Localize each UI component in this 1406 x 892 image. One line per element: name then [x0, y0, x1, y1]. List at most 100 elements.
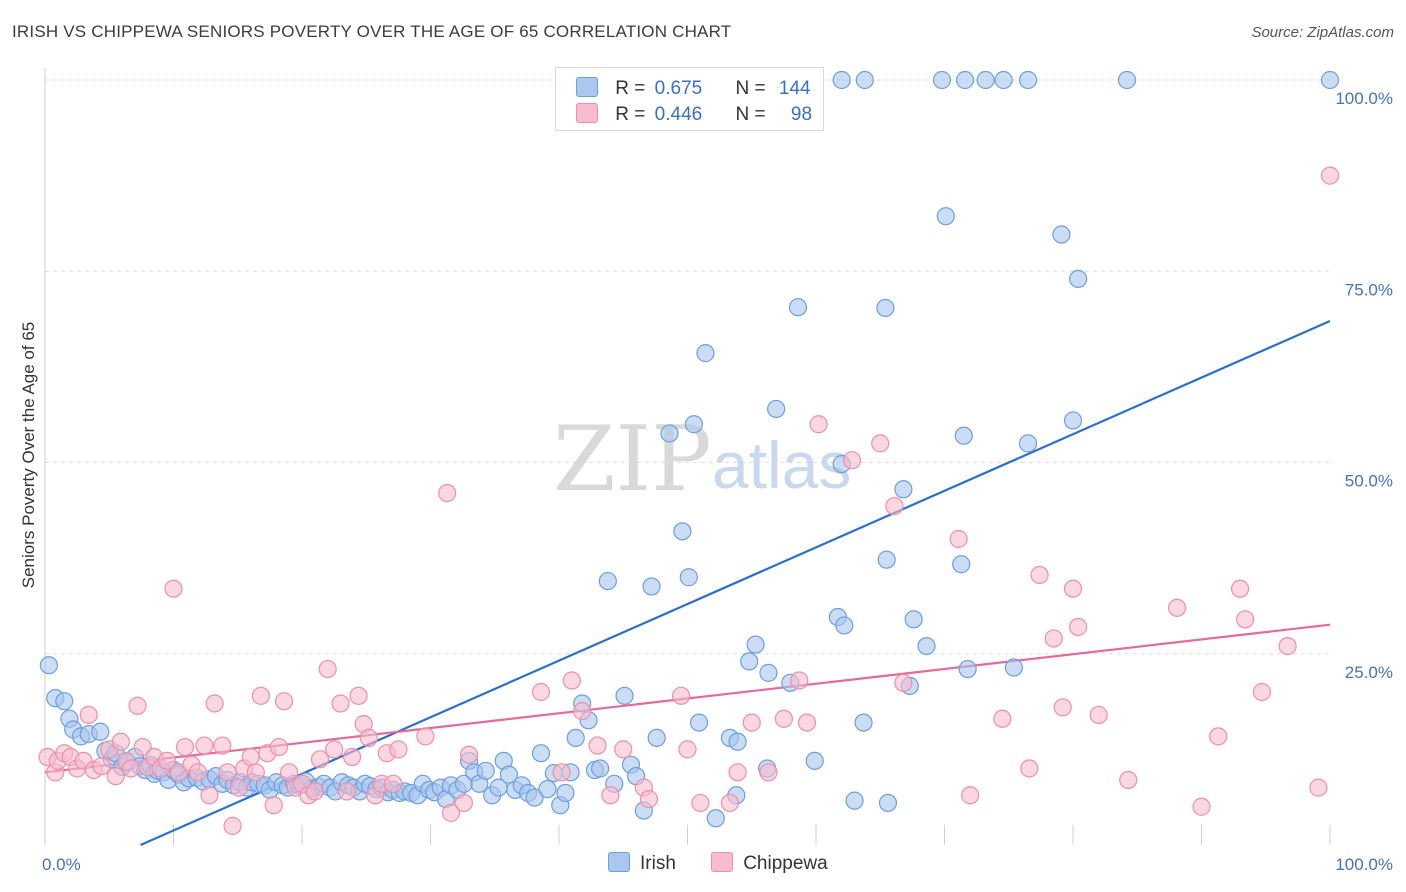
chippewa-point — [720, 793, 740, 813]
irish-point — [932, 70, 952, 90]
chippewa-point — [885, 497, 904, 516]
chippewa-point — [325, 740, 344, 759]
irish-point — [1052, 225, 1071, 244]
irish-n-value: 144 — [778, 78, 811, 99]
chippewa-point — [1309, 778, 1328, 797]
chippewa-point — [111, 732, 130, 751]
irish-swatch — [576, 77, 598, 97]
chippewa-point — [359, 728, 378, 748]
irish-point — [642, 577, 661, 596]
irish-point — [556, 783, 575, 803]
chippewa-point — [1063, 579, 1083, 598]
chippewa-point — [614, 740, 633, 759]
irish-point — [525, 788, 544, 807]
irish-point — [706, 809, 725, 828]
irish-point — [499, 765, 518, 784]
x-tick-label: 0.0% — [42, 855, 81, 874]
irish-point — [591, 759, 610, 778]
chippewa-point — [251, 686, 270, 705]
chippewa-point — [92, 757, 111, 776]
chippewa-point — [1278, 636, 1297, 656]
irish-point — [855, 70, 874, 90]
chippewa-point — [949, 529, 968, 549]
irish-point — [832, 70, 851, 90]
chippewa-r-value: 0.446 — [654, 104, 703, 125]
chippewa-point — [195, 736, 214, 755]
chippewa-point — [274, 692, 294, 711]
irish-point — [835, 616, 854, 635]
irish-point — [1320, 70, 1340, 90]
irish-point — [728, 732, 747, 751]
chippewa-point — [200, 786, 219, 805]
irish-point — [958, 659, 977, 679]
chippewa-point — [310, 750, 330, 769]
y-tick-label: 75.0% — [1345, 280, 1393, 299]
irish-point — [615, 686, 634, 705]
chippewa-point — [157, 751, 177, 770]
chippewa-point — [894, 673, 913, 692]
chippewa-point — [318, 659, 337, 679]
irish-point — [952, 555, 971, 574]
chart-title: IRISH VS CHIPPEWA SENIORS POVERTY OVER T… — [12, 22, 732, 41]
series-legend: Irish Chippewa — [608, 852, 828, 875]
chippewa-point — [416, 727, 435, 746]
chippewa-point — [993, 709, 1012, 728]
chippewa-point — [213, 736, 232, 755]
chart-source: Source: ZipAtlas.com — [1251, 24, 1394, 41]
legend-chippewa-swatch — [711, 852, 734, 872]
irish-point — [805, 751, 824, 770]
chippewa-point — [1053, 698, 1072, 717]
irish-point — [746, 635, 765, 654]
irish-point — [679, 568, 698, 587]
irish-point — [1018, 70, 1038, 90]
chippewa-point — [264, 796, 283, 815]
chippewa-point — [588, 736, 607, 755]
watermark-atlas: atlas — [712, 428, 851, 502]
chippewa-point — [175, 737, 195, 757]
chippewa-point — [691, 793, 710, 813]
irish-point — [904, 610, 923, 629]
axis-labels: 25.0% 50.0% 75.0% 100.0% 0.0% 100.0% — [42, 89, 1393, 874]
irish-point — [1063, 411, 1083, 430]
chippewa-n-value: 98 — [790, 104, 813, 125]
irish-point — [1004, 658, 1023, 677]
chippewa-point — [205, 694, 224, 713]
irish-point — [673, 522, 692, 541]
chippewa-point — [454, 793, 474, 813]
chippewa-point — [1192, 797, 1211, 816]
chippewa-point — [79, 705, 98, 725]
irish-point — [647, 728, 666, 748]
chippewa-point — [774, 709, 793, 728]
chippewa-point — [1236, 610, 1255, 629]
irish-point — [1018, 434, 1038, 453]
chippewa-point — [164, 579, 183, 598]
chippewa-point — [961, 786, 980, 805]
chippewa-point — [121, 759, 141, 778]
chippewa-point — [1020, 759, 1039, 778]
chippewa-r-label: R = — [615, 104, 646, 125]
chippewa-point — [384, 774, 403, 793]
chippewa-point — [188, 763, 208, 782]
chippewa-point — [128, 696, 147, 715]
chippewa-point — [1119, 770, 1138, 790]
chippewa-point — [459, 745, 479, 764]
data-points — [38, 70, 1340, 835]
irish-point — [917, 636, 936, 656]
chippewa-point — [106, 767, 125, 786]
chippewa-point — [562, 671, 581, 690]
irish-point — [684, 415, 704, 434]
chippewa-point — [639, 789, 659, 809]
chippewa-point — [438, 484, 457, 503]
chippewa-point — [759, 763, 778, 782]
irish-point — [854, 713, 873, 732]
chippewa-point — [1089, 705, 1108, 725]
chippewa-point — [223, 816, 242, 835]
chippewa-point — [218, 763, 237, 782]
y-tick-label: 100.0% — [1335, 89, 1393, 108]
chippewa-point — [1320, 166, 1340, 185]
irish-point — [538, 780, 557, 799]
irish-point — [877, 550, 896, 569]
chippewa-point — [871, 434, 890, 453]
irish-point — [696, 344, 715, 363]
